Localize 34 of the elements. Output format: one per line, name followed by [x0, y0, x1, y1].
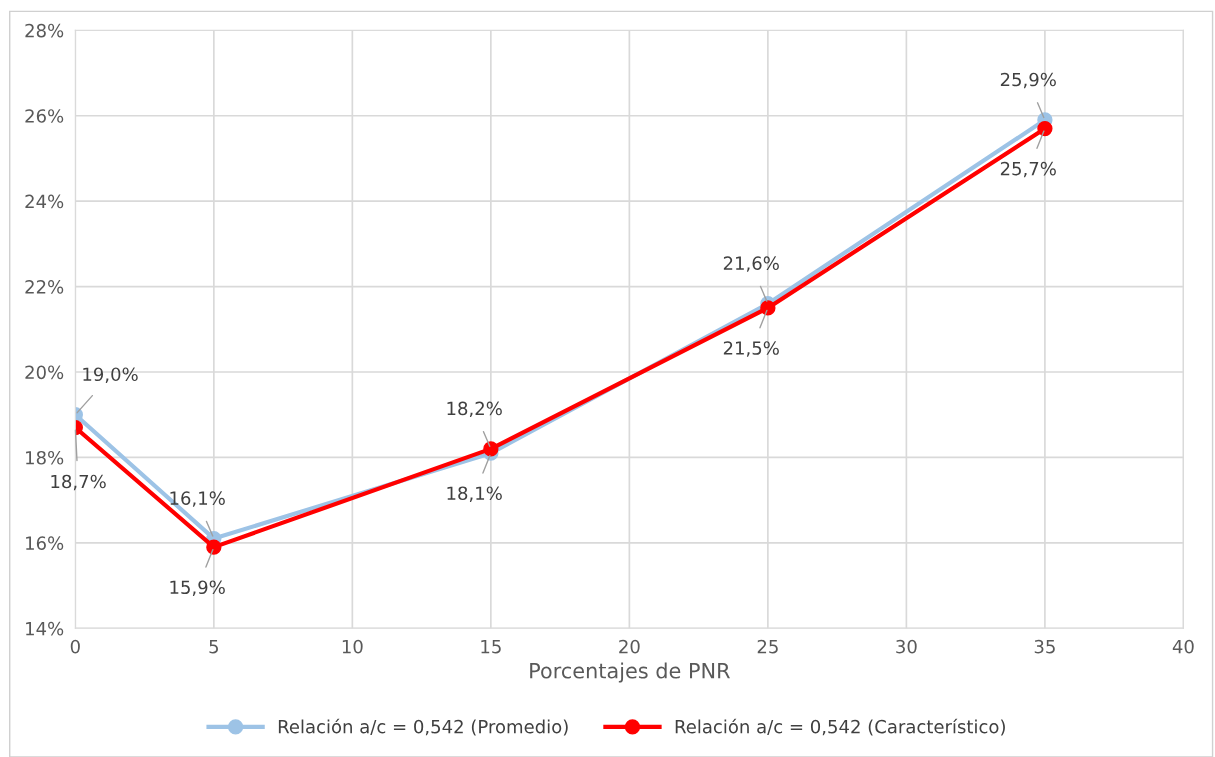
x-tick-label: 5: [209, 639, 219, 654]
y-tick-label: 16%: [26, 536, 64, 550]
y-tick-label: 18%: [26, 450, 64, 465]
x-axis-title: Porcentajes de PNR: [530, 662, 730, 683]
point: [206, 539, 222, 555]
data-label: 21,5%: [723, 341, 779, 357]
data-label: 25,7%: [1000, 161, 1056, 178]
x-tick-label: 25: [757, 639, 778, 654]
point: [760, 300, 776, 316]
data-label: 18,1%: [447, 486, 502, 502]
y-tick-label: 28%: [25, 23, 64, 38]
data-label: 15,9%: [170, 580, 225, 596]
x-tick-label: 30: [896, 639, 917, 654]
legend-label: Relación a/c = 0,542 (Característico): [675, 718, 1005, 736]
data-label: 19,0%: [83, 367, 138, 383]
x-tick-label: 35: [1034, 639, 1055, 654]
point: [1037, 120, 1053, 137]
x-tick-label: 0: [70, 639, 80, 654]
data-label: 21,6%: [723, 256, 779, 272]
x-tick-label: 10: [342, 639, 363, 654]
y-tick-label: 20%: [25, 365, 64, 380]
data-label: 25,9%: [1000, 72, 1056, 89]
y-tick-label: 14%: [26, 621, 64, 636]
x-tick-label: 20: [619, 639, 640, 654]
y-tick-label: 22%: [25, 280, 64, 294]
point: [483, 441, 499, 457]
x-tick-label: 40: [1172, 639, 1194, 654]
data-label: 18,2%: [447, 401, 502, 418]
data-label: 16,1%: [170, 491, 225, 507]
x-tick-label: 15: [481, 639, 501, 654]
y-tick-label: 24%: [25, 194, 64, 209]
data-label: 18,7%: [51, 474, 106, 491]
y-tick-label: 26%: [25, 109, 64, 123]
legend-label: Relación a/c = 0,542 (Promedio): [278, 718, 568, 736]
